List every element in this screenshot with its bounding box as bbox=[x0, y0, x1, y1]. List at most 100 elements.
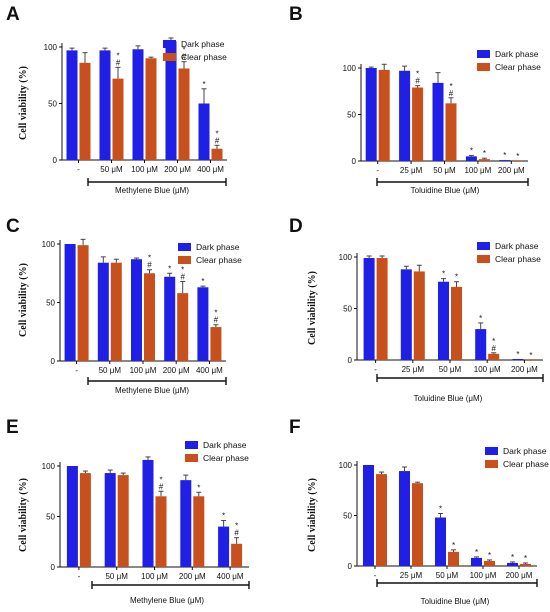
legend-swatch bbox=[163, 53, 176, 61]
x-tick-label: 200 μM bbox=[179, 572, 206, 581]
bar-clear-phase bbox=[144, 273, 155, 361]
legend-swatch bbox=[178, 256, 191, 264]
bar-dark-phase bbox=[198, 103, 210, 160]
x-tick-label: 50 μM bbox=[105, 572, 128, 581]
y-axis-label: Cell viability (%) bbox=[307, 478, 318, 552]
bar-clear-phase bbox=[145, 58, 157, 160]
bar-dark-phase bbox=[363, 258, 375, 360]
y-tick-label: 0 bbox=[51, 563, 56, 572]
x-tick-label: - bbox=[75, 366, 78, 375]
bar-clear-phase bbox=[77, 245, 89, 361]
significance-hash: # bbox=[159, 482, 164, 491]
bar-dark-phase bbox=[66, 466, 78, 567]
bar-clear-phase bbox=[512, 160, 524, 161]
legend-label: Clear phase bbox=[495, 62, 541, 72]
x-tick-label: 100 μM bbox=[130, 366, 157, 375]
y-axis-label: Cell viability (%) bbox=[18, 66, 29, 140]
significance-star: * bbox=[529, 351, 532, 360]
legend-swatch bbox=[477, 63, 490, 71]
bar-clear-phase bbox=[117, 475, 129, 567]
panel-letter: C bbox=[6, 216, 20, 237]
bar-clear-phase bbox=[451, 286, 462, 360]
bar-dark-phase bbox=[104, 473, 116, 567]
x-tick-label: 200 μM bbox=[511, 365, 538, 374]
bar-dark-phase bbox=[197, 287, 209, 361]
treatment-label: Methylene Blue (μM) bbox=[115, 186, 189, 195]
x-tick-label: 50 μM bbox=[439, 365, 462, 374]
legend-label: Clear phase bbox=[203, 453, 249, 463]
significance-star: * bbox=[222, 512, 225, 521]
significance-star: * bbox=[470, 146, 473, 155]
y-tick-label: 50 bbox=[48, 100, 57, 109]
x-tick-label: 400 μM bbox=[196, 366, 223, 375]
treatment-label: Toluidine Blue (μM) bbox=[411, 186, 480, 195]
bar-clear-phase bbox=[178, 68, 190, 160]
bar-dark-phase bbox=[180, 480, 192, 567]
legend-label: Clear phase bbox=[495, 254, 541, 264]
legend-swatch bbox=[185, 441, 198, 449]
legend-swatch bbox=[477, 255, 490, 263]
y-tick-label: 100 bbox=[42, 240, 56, 249]
legend-swatch bbox=[477, 50, 490, 58]
x-tick-label: 100 μM bbox=[464, 166, 491, 175]
bar-clear-phase bbox=[525, 359, 537, 360]
x-tick-label: 25 μM bbox=[400, 166, 423, 175]
significance-star: * bbox=[159, 475, 162, 484]
legend-label: Dark phase bbox=[203, 440, 247, 450]
bar-dark-phase bbox=[131, 259, 142, 361]
bar-clear-phase bbox=[378, 69, 390, 161]
panel-letter: A bbox=[6, 4, 20, 25]
y-tick-label: 50 bbox=[343, 512, 352, 521]
x-tick-label: 200 μM bbox=[506, 571, 533, 580]
x-tick-label: 25 μM bbox=[402, 365, 425, 374]
bar-dark-phase bbox=[399, 70, 411, 161]
chart-panel-d: D Cell viability (%) 0 50 100 - 25 μM 50 μM * * 10… bbox=[289, 216, 544, 403]
bar-clear-phase bbox=[211, 148, 223, 160]
legend-swatch bbox=[485, 447, 498, 455]
bar-dark-phase bbox=[400, 269, 412, 360]
significance-star: * bbox=[492, 337, 495, 346]
significance-hash: # bbox=[415, 77, 420, 86]
significance-star: * bbox=[475, 548, 478, 557]
y-tick-label: 50 bbox=[46, 513, 55, 522]
significance-star: * bbox=[201, 277, 204, 286]
bar-clear-phase bbox=[448, 551, 459, 566]
bar-dark-phase bbox=[507, 562, 518, 566]
y-tick-label: 100 bbox=[44, 43, 58, 52]
significance-hash: # bbox=[491, 344, 496, 353]
significance-star: * bbox=[439, 504, 442, 513]
x-tick-label: 50 μM bbox=[433, 166, 456, 175]
significance-star: * bbox=[235, 522, 238, 531]
significance-star: * bbox=[511, 553, 514, 562]
x-tick-label: 25 μM bbox=[400, 571, 423, 580]
bar-clear-phase bbox=[177, 293, 189, 361]
x-tick-label: 100 μM bbox=[131, 165, 158, 174]
bar-dark-phase bbox=[66, 50, 78, 160]
significance-star: * bbox=[197, 483, 200, 492]
bar-clear-phase bbox=[155, 496, 167, 567]
bar-dark-phase bbox=[363, 465, 374, 566]
bar-dark-phase bbox=[218, 526, 230, 567]
significance-star: * bbox=[168, 264, 171, 273]
bar-dark-phase bbox=[435, 517, 446, 566]
legend-label: Dark phase bbox=[495, 49, 539, 59]
significance-star: * bbox=[416, 70, 419, 79]
significance-star: * bbox=[452, 541, 455, 550]
bar-clear-phase bbox=[484, 560, 495, 566]
bar-dark-phase bbox=[465, 156, 477, 161]
legend-swatch bbox=[185, 454, 198, 462]
chart-panel-f: F Cell viability (%) 0 50 100 - 25 μM 50 μM * * 10… bbox=[289, 417, 549, 606]
treatment-label: Methylene Blue (μM) bbox=[115, 386, 189, 395]
x-tick-label: 200 μM bbox=[163, 366, 190, 375]
legend-label: Dark phase bbox=[495, 241, 539, 251]
bar-dark-phase bbox=[164, 276, 176, 361]
bar-dark-phase bbox=[499, 160, 511, 161]
x-tick-label: 200 μM bbox=[164, 165, 191, 174]
bar-clear-phase bbox=[79, 473, 91, 567]
bar-clear-phase bbox=[376, 474, 387, 566]
legend-label: Dark phase bbox=[181, 39, 225, 49]
